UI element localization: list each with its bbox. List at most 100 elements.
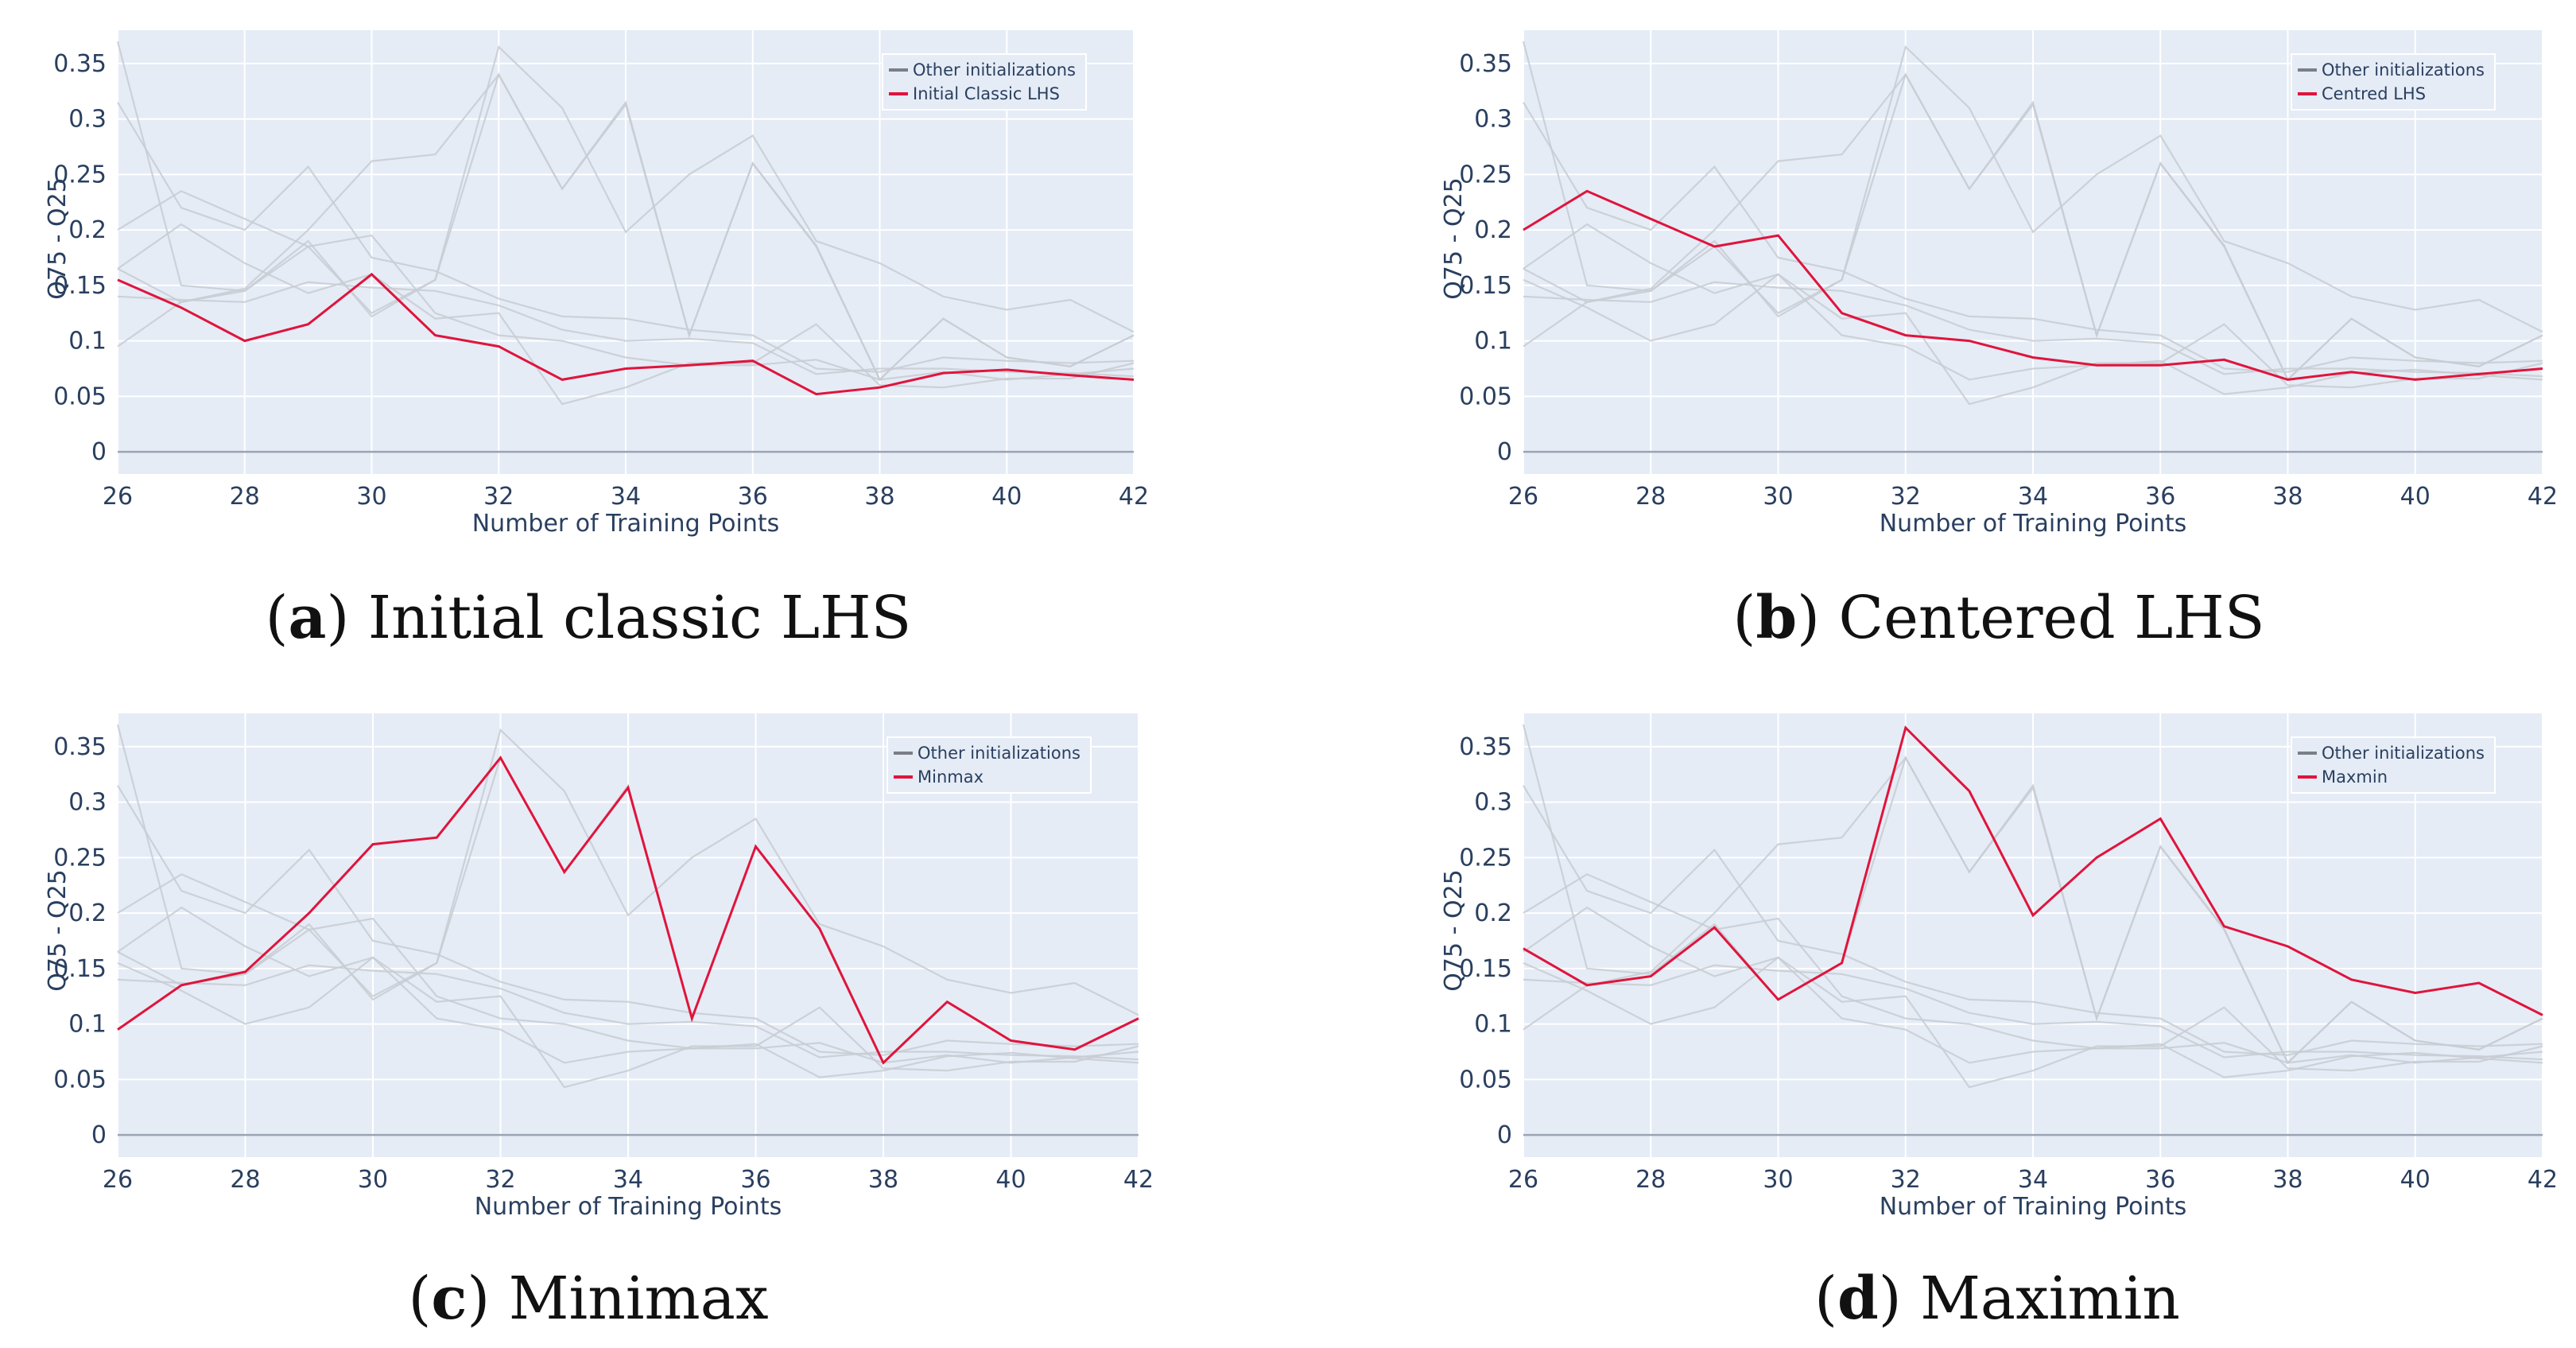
- x-tick-label: 40: [2400, 483, 2431, 511]
- y-tick-label: 0.35: [53, 733, 107, 761]
- x-tick-label: 34: [613, 1166, 643, 1194]
- panel-caption: (a) Initial classic LHS: [266, 584, 912, 652]
- x-tick-label: 26: [103, 483, 133, 511]
- y-tick-label: 0: [91, 438, 107, 466]
- y-tick-label: 0.2: [68, 899, 107, 927]
- other-initialization-line: [117, 102, 1135, 373]
- legend-label-other: Other initializations: [913, 60, 1076, 80]
- y-axis-title: Q75 - Q25: [44, 869, 72, 991]
- x-tick-label: 26: [1508, 483, 1538, 511]
- y-tick-label: 0.25: [1459, 844, 1512, 872]
- other-initialization-line: [1523, 906, 2543, 1089]
- highlighted-series-line: [117, 272, 1135, 396]
- legend: Other initializations Minmax: [886, 736, 1092, 794]
- y-tick-label: 0: [1497, 438, 1512, 466]
- highlighted-series-line: [1523, 725, 2543, 1016]
- x-tick-label: 28: [230, 483, 260, 511]
- other-initialization-line: [1523, 223, 2543, 406]
- y-tick-label: 0.35: [1459, 50, 1512, 78]
- y-tick-label: 0.15: [53, 955, 107, 983]
- other-initialization-line: [1523, 756, 2543, 1065]
- chart-panel-a: 26 28 30 32 34 36 38 40 42 0 0.05 0.1 0.15 0.2 0.25 0.3…: [44, 30, 1149, 652]
- x-tick-label: 28: [1635, 1166, 1666, 1194]
- other-initialization-line: [117, 281, 1135, 378]
- y-tick-label: 0: [91, 1121, 107, 1149]
- x-tick-label: 38: [864, 483, 894, 511]
- y-tick-label: 0.3: [68, 789, 107, 817]
- x-tick-label: 34: [2018, 1166, 2048, 1194]
- x-tick-label: 28: [1635, 483, 1666, 511]
- x-tick-label: 34: [611, 483, 641, 511]
- y-tick-label: 0.3: [1474, 106, 1512, 134]
- x-tick-label: 42: [2528, 1166, 2558, 1194]
- other-initialization-line: [116, 41, 1135, 333]
- x-tick-label: 42: [1119, 483, 1149, 511]
- x-tick-label: 32: [483, 483, 514, 511]
- y-tick-label: 0.1: [68, 328, 107, 355]
- y-tick-label: 0.3: [1474, 789, 1512, 817]
- x-tick-label: 32: [1891, 1166, 1921, 1194]
- x-tick-label: 32: [485, 1166, 515, 1194]
- other-initialization-line: [117, 72, 1135, 382]
- x-tick-label: 38: [2272, 483, 2302, 511]
- y-tick-label: 0.35: [53, 50, 107, 78]
- highlighted-series-line: [1523, 189, 2543, 381]
- x-tick-label: 26: [1508, 1166, 1538, 1194]
- y-tick-label: 0.05: [53, 383, 107, 410]
- legend-box: [2291, 736, 2496, 794]
- other-initialization-line: [117, 873, 1139, 1064]
- x-tick-label: 30: [1763, 483, 1793, 511]
- other-initialization-line: [117, 964, 1139, 1061]
- x-axis-title: Number of Training Points: [1880, 510, 2187, 538]
- x-tick-label: 40: [2400, 1166, 2431, 1194]
- x-tick-label: 28: [230, 1166, 260, 1194]
- x-tick-label: 32: [1891, 483, 1921, 511]
- x-tick-label: 40: [995, 1166, 1026, 1194]
- legend-label-other: Other initializations: [2322, 60, 2485, 80]
- y-tick-label: 0.15: [53, 272, 107, 300]
- panel-caption: (b) Centered LHS: [1732, 584, 2264, 652]
- y-tick-label: 0.05: [1459, 383, 1512, 410]
- y-axis-title: Q75 - Q25: [1440, 177, 1468, 299]
- chart-panel-d: 26 28 30 32 34 36 38 40 42 0 0.05 0.1 0.15 0.2 0.25 0.3…: [1440, 713, 2558, 1333]
- legend-label-other: Other initializations: [2322, 744, 2485, 763]
- y-tick-label: 0: [1497, 1121, 1512, 1149]
- legend-label-highlight: Centred LHS: [2322, 84, 2426, 103]
- legend-box: [882, 53, 1087, 111]
- y-tick-label: 0.05: [53, 1066, 107, 1094]
- chart-panel-b: 26 28 30 32 34 36 38 40 42 0 0.05 0.1 0.15 0.2 0.25 0.3…: [1440, 30, 2558, 652]
- y-tick-label: 0.15: [1459, 272, 1512, 300]
- legend-label-highlight: Minmax: [918, 767, 983, 787]
- x-axis-title: Number of Training Points: [1880, 1193, 2187, 1221]
- y-tick-label: 0.1: [1474, 328, 1512, 355]
- y-tick-label: 0.25: [53, 161, 107, 188]
- other-initialization-line: [117, 906, 1139, 1089]
- y-axis-title: Q75 - Q25: [1440, 869, 1468, 991]
- other-initialization-line: [116, 724, 1139, 1016]
- legend: Other initializations Maxmin: [2291, 736, 2496, 794]
- other-initialization-line: [117, 190, 1135, 381]
- legend-label-other: Other initializations: [918, 744, 1080, 763]
- x-tick-label: 36: [2145, 1166, 2175, 1194]
- highlighted-series-line: [117, 756, 1139, 1065]
- y-tick-label: 0.2: [1474, 899, 1512, 927]
- x-tick-label: 40: [991, 483, 1022, 511]
- other-initialization-line: [1522, 41, 2543, 333]
- y-tick-label: 0.25: [1459, 161, 1512, 188]
- other-initialization-line: [1523, 273, 2543, 395]
- legend-box: [2291, 53, 2496, 111]
- y-tick-label: 0.3: [68, 106, 107, 134]
- x-tick-label: 30: [1763, 1166, 1793, 1194]
- x-tick-label: 42: [1123, 1166, 1154, 1194]
- y-tick-label: 0.15: [1459, 955, 1512, 983]
- other-initialization-line: [117, 956, 1139, 1078]
- other-initialization-line: [117, 223, 1135, 406]
- other-initialization-line: [117, 785, 1139, 1056]
- x-tick-label: 36: [2145, 483, 2175, 511]
- y-tick-label: 0.35: [1459, 733, 1512, 761]
- other-initialization-line: [1523, 964, 2543, 1061]
- other-initialization-line: [1523, 102, 2543, 373]
- chart-panel-c: 26 28 30 32 34 36 38 40 42 0 0.05 0.1 0.15 0.2 0.25 0.3…: [44, 713, 1154, 1333]
- legend: Other initializations Centred LHS: [2291, 53, 2496, 111]
